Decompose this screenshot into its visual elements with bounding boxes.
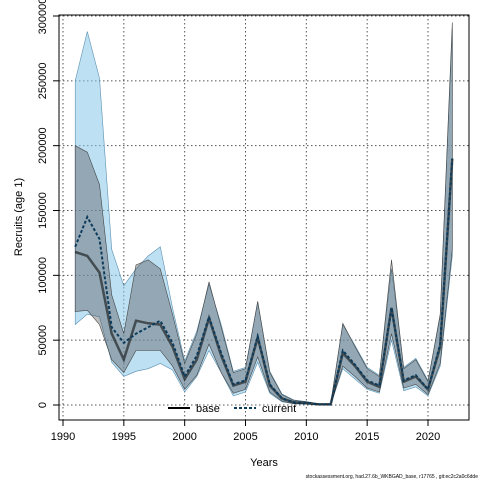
y-tick-label-0: 0 — [37, 402, 49, 408]
x-tick-label-2000: 2000 — [172, 431, 196, 443]
line-current — [74, 158, 454, 406]
x-axis: 1990 1995 2000 2005 2010 2015 2020 — [51, 420, 440, 443]
y-axis-title: Recruits (age 1) — [13, 178, 25, 256]
plot-frame — [58, 14, 470, 421]
y-tick-label-50000: 50000 — [37, 325, 49, 356]
x-tick-label-2015: 2015 — [355, 431, 379, 443]
x-axis-title: Years — [250, 457, 278, 469]
legend: base current — [168, 403, 296, 415]
footnote: stockassessment.org, had.27.6b_WKBGAD_ba… — [306, 474, 479, 480]
y-tick-label-150000: 150000 — [37, 192, 49, 229]
y-axis: 0 50000 100000 150000 200000 250000 300000 — [37, 0, 59, 408]
x-tick-label-1990: 1990 — [51, 431, 75, 443]
confidence-bands — [74, 22, 453, 406]
x-tick-label-2020: 2020 — [416, 431, 440, 443]
y-tick-label-200000: 200000 — [37, 127, 49, 164]
y-tick-label-300000: 300000 — [37, 0, 49, 34]
legend-label-current: current — [262, 403, 296, 415]
y-tick-label-250000: 250000 — [37, 62, 49, 99]
x-tick-label-2005: 2005 — [233, 431, 257, 443]
x-tick-label-1995: 1995 — [112, 431, 136, 443]
series-lines — [74, 158, 454, 406]
x-tick-label-2010: 2010 — [294, 431, 318, 443]
band-base — [74, 22, 453, 405]
y-tick-label-100000: 100000 — [37, 257, 49, 294]
legend-label-base: base — [196, 403, 220, 415]
